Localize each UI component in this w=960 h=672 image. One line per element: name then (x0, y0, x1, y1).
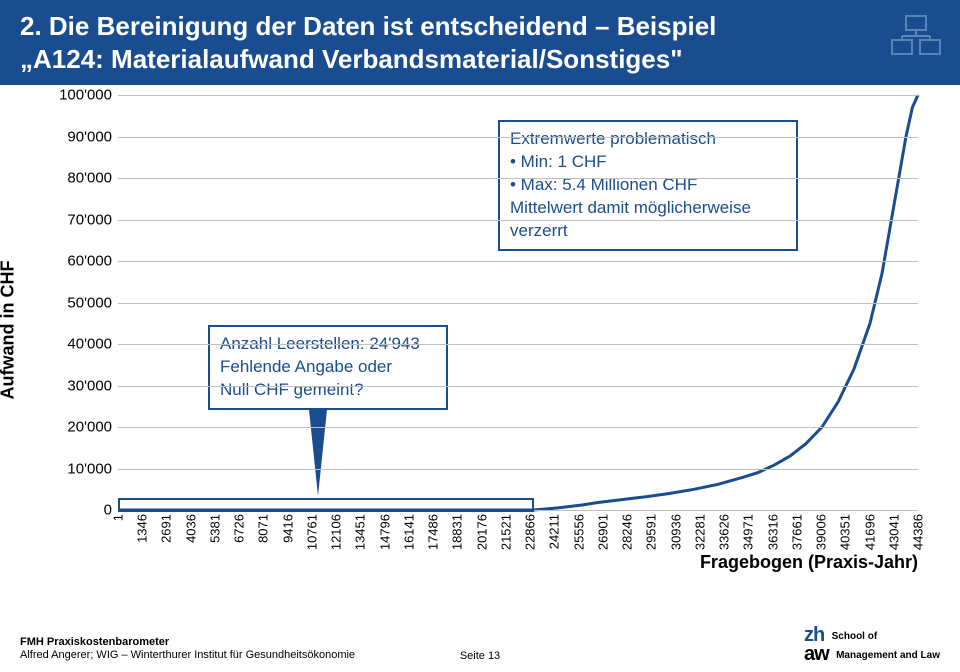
x-tick-label: 2691 (159, 514, 174, 543)
gridline (118, 344, 918, 345)
y-tick-label: 100'000 (59, 87, 112, 104)
x-tick-label: 9416 (280, 514, 295, 543)
x-tick-label: 39006 (814, 514, 829, 550)
x-axis-label: Fragebogen (Praxis-Jahr) (700, 552, 918, 573)
annot2-l4: Mittelwert damit möglicherweise (510, 197, 786, 220)
gridline (118, 178, 918, 179)
x-tick-label: 17486 (426, 514, 441, 550)
x-tick-label: 34971 (741, 514, 756, 550)
x-tick-label: 14796 (377, 514, 392, 550)
x-tick-label: 1 (111, 514, 126, 521)
logo-aw: aw (804, 643, 829, 665)
x-tick-label: 10761 (304, 514, 319, 550)
title-bar: 2. Die Bereinigung der Daten ist entsche… (0, 0, 960, 85)
x-tick-label: 44386 (911, 514, 926, 550)
gridline (118, 427, 918, 428)
y-tick-label: 80'000 (67, 170, 112, 187)
annotation-extremwerte: Extremwerte problematisch • Min: 1 CHF •… (498, 120, 798, 251)
y-axis-label: Aufwand in CHF (0, 261, 19, 400)
x-tick-label: 16141 (401, 514, 416, 550)
annotation-leerstellen: Anzahl Leerstellen: 24'943 Fehlende Anga… (208, 325, 448, 410)
x-tick-label: 22866 (523, 514, 538, 550)
y-tick-label: 50'000 (67, 294, 112, 311)
gridline (118, 137, 918, 138)
x-tick-label: 24211 (547, 514, 562, 549)
x-tick-label: 18831 (450, 514, 465, 550)
logo-small-top: School of (832, 632, 878, 642)
x-tick-label: 25556 (571, 514, 586, 550)
gridline (118, 303, 918, 304)
plot-region: Anzahl Leerstellen: 24'943 Fehlende Anga… (118, 95, 918, 510)
annot1-l2: Fehlende Angabe oder (220, 356, 436, 379)
logo-small-bot: Management and Law (836, 651, 940, 661)
y-tick-label: 30'000 (67, 377, 112, 394)
x-tick-label: 5381 (207, 514, 222, 543)
annot2-l5: verzerrt (510, 220, 786, 243)
x-tick-label: 43041 (886, 514, 901, 550)
title-line-2: „A124: Materialaufwand Verbandsmaterial/… (20, 43, 940, 76)
gridline (118, 95, 918, 96)
y-tick-label: 90'000 (67, 128, 112, 145)
gridline (118, 386, 918, 387)
gridline (118, 261, 918, 262)
x-tick-label: 33626 (717, 514, 732, 550)
x-tick-label: 40351 (838, 514, 853, 550)
squares-icon (888, 14, 948, 62)
gridline (118, 220, 918, 221)
x-tick-label: 13451 (353, 514, 368, 550)
x-tick-label: 37661 (789, 514, 804, 550)
x-tick-label: 4036 (183, 514, 198, 543)
y-tick-label: 10'000 (67, 460, 112, 477)
gridline (118, 469, 918, 470)
x-tick-label: 32281 (692, 514, 707, 550)
footer-page: Seite 13 (460, 650, 500, 662)
y-tick-label: 40'000 (67, 336, 112, 353)
annot2-l1: Extremwerte problematisch (510, 128, 786, 151)
y-tick-label: 60'000 (67, 253, 112, 270)
x-tick-label: 8071 (256, 514, 271, 543)
y-tick-label: 70'000 (67, 211, 112, 228)
flat-segment-box (118, 498, 534, 512)
x-tick-label: 28246 (620, 514, 635, 550)
title-line-1: 2. Die Bereinigung der Daten ist entsche… (20, 10, 940, 43)
x-tick-label: 41696 (862, 514, 877, 550)
x-tick-label: 26901 (595, 514, 610, 550)
x-tick-label: 1346 (135, 514, 150, 543)
annot1-l3: Null CHF gemeint? (220, 379, 436, 402)
footer-left: FMH Praxiskostenbarometer Alfred Angerer… (20, 636, 355, 662)
chart-area: Aufwand in CHF Anzahl Leerstellen: 24'94… (38, 95, 918, 565)
y-tick-label: 20'000 (67, 419, 112, 436)
x-tick-label: 12106 (329, 514, 344, 550)
footer-l2: Alfred Angerer; WIG – Winterthurer Insti… (20, 649, 355, 662)
x-tick-label: 30936 (668, 514, 683, 550)
x-tick-label: 29591 (644, 514, 659, 550)
x-tick-label: 6726 (232, 514, 247, 543)
footer-logo: zh School of aw Management and Law (804, 624, 940, 666)
x-tick-label: 36316 (765, 514, 780, 550)
x-tick-label: 20176 (474, 514, 489, 550)
annot2-l2: • Min: 1 CHF (510, 151, 786, 174)
x-tick-label: 21521 (498, 514, 513, 550)
footer-l1: FMH Praxiskostenbarometer (20, 636, 355, 649)
